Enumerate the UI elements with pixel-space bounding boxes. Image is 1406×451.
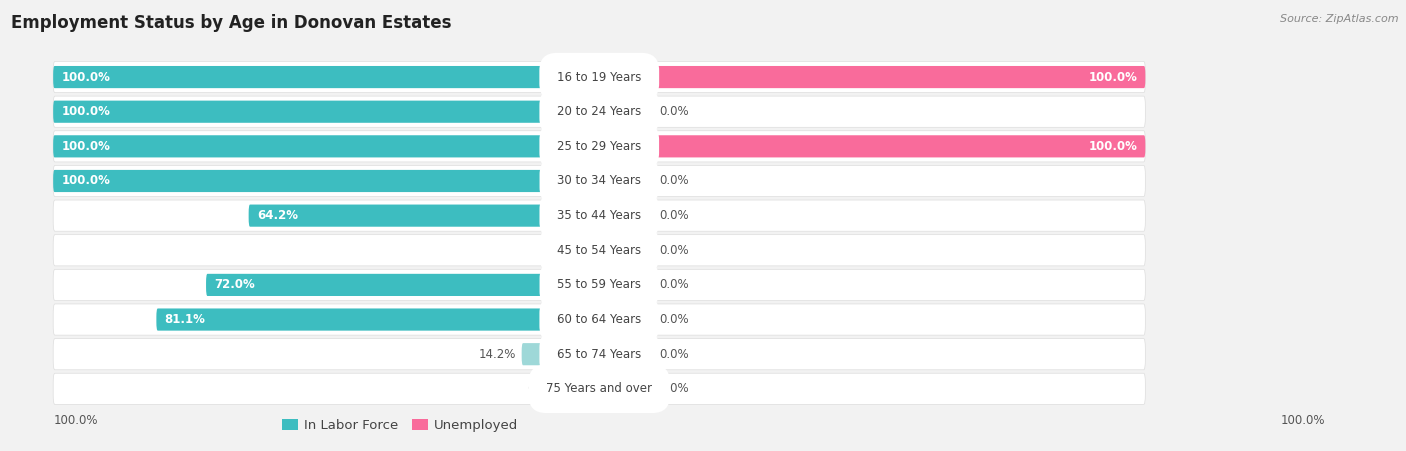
Text: 20 to 24 Years: 20 to 24 Years [557,105,641,118]
Text: 16 to 19 Years: 16 to 19 Years [557,70,641,83]
Text: 65 to 74 Years: 65 to 74 Years [557,348,641,361]
Text: 100.0%: 100.0% [53,414,98,427]
FancyBboxPatch shape [207,274,599,296]
Legend: In Labor Force, Unemployed: In Labor Force, Unemployed [277,414,524,437]
Text: 81.1%: 81.1% [165,313,205,326]
FancyBboxPatch shape [599,101,654,123]
Text: 100.0%: 100.0% [62,140,110,153]
FancyBboxPatch shape [53,269,1146,300]
FancyBboxPatch shape [599,205,654,227]
Text: 75 Years and over: 75 Years and over [547,382,652,396]
Text: Employment Status by Age in Donovan Estates: Employment Status by Age in Donovan Esta… [11,14,451,32]
FancyBboxPatch shape [599,274,654,296]
FancyBboxPatch shape [522,343,599,365]
FancyBboxPatch shape [599,66,1146,88]
FancyBboxPatch shape [249,205,599,227]
Text: 0.0%: 0.0% [659,175,689,188]
FancyBboxPatch shape [53,170,599,192]
Text: 0.0%: 0.0% [659,313,689,326]
FancyBboxPatch shape [599,343,654,365]
Text: 0.0%: 0.0% [659,209,689,222]
Text: 0.0%: 0.0% [659,105,689,118]
Text: 100.0%: 100.0% [1281,414,1326,427]
Text: 100.0%: 100.0% [1088,70,1137,83]
Text: 0.0%: 0.0% [659,244,689,257]
FancyBboxPatch shape [53,235,1146,266]
FancyBboxPatch shape [53,200,1146,231]
FancyBboxPatch shape [53,131,1146,162]
Text: 100.0%: 100.0% [62,175,110,188]
FancyBboxPatch shape [562,378,599,400]
Text: 35 to 44 Years: 35 to 44 Years [557,209,641,222]
FancyBboxPatch shape [53,66,599,88]
Text: 0.0%: 0.0% [659,348,689,361]
Text: 30 to 34 Years: 30 to 34 Years [557,175,641,188]
Text: 60 to 64 Years: 60 to 64 Years [557,313,641,326]
FancyBboxPatch shape [599,308,654,331]
FancyBboxPatch shape [53,166,1146,197]
Text: 0.0%: 0.0% [659,278,689,291]
FancyBboxPatch shape [156,308,599,331]
Text: 55 to 59 Years: 55 to 59 Years [557,278,641,291]
FancyBboxPatch shape [599,170,654,192]
Text: 14.2%: 14.2% [479,348,516,361]
Text: 100.0%: 100.0% [62,70,110,83]
Text: 45 to 54 Years: 45 to 54 Years [557,244,641,257]
Text: 0.0%: 0.0% [659,382,689,396]
Text: 100.0%: 100.0% [1088,140,1137,153]
Text: 6.7%: 6.7% [527,382,557,396]
FancyBboxPatch shape [53,339,1146,370]
FancyBboxPatch shape [53,96,1146,127]
FancyBboxPatch shape [599,239,654,261]
FancyBboxPatch shape [53,373,1146,405]
Text: 64.2%: 64.2% [257,209,298,222]
Text: Source: ZipAtlas.com: Source: ZipAtlas.com [1281,14,1399,23]
FancyBboxPatch shape [599,135,1146,157]
Text: 72.0%: 72.0% [214,278,254,291]
FancyBboxPatch shape [53,61,1146,92]
FancyBboxPatch shape [599,378,654,400]
FancyBboxPatch shape [53,135,599,157]
Text: 25 to 29 Years: 25 to 29 Years [557,140,641,153]
FancyBboxPatch shape [53,304,1146,335]
Text: 100.0%: 100.0% [62,105,110,118]
FancyBboxPatch shape [53,101,599,123]
